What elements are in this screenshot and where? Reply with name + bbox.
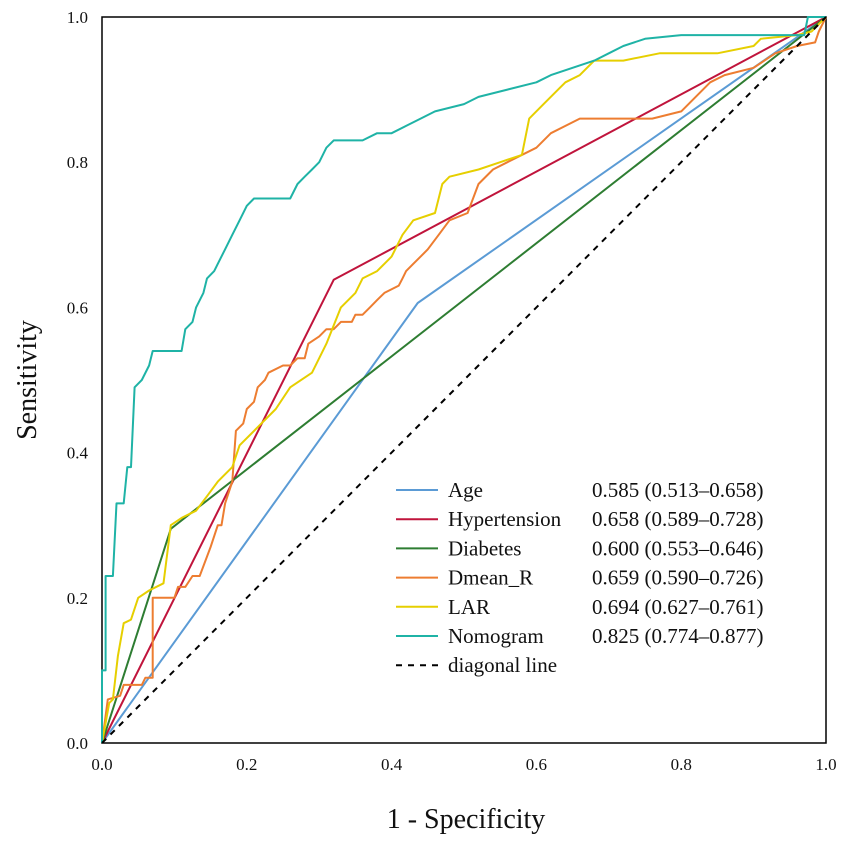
x-tick-label: 1.0 [815, 755, 836, 774]
x-tick-label: 0.2 [236, 755, 257, 774]
x-tick-label: 0.4 [381, 755, 403, 774]
x-tick-label: 0.8 [671, 755, 692, 774]
legend-auc-hypertension: 0.658 (0.589–0.728) [592, 507, 764, 531]
y-axis-title: Sensitivity [12, 320, 43, 440]
x-tick-label: 0.6 [526, 755, 547, 774]
tick-layer: 0.0 0.2 0.4 0.6 0.8 1.0 0.0 0.2 0.4 0.6 0.8 1.0 [67, 8, 837, 774]
legend-label-hypertension: Hypertension [448, 507, 562, 531]
y-tick-label: 0.0 [67, 734, 88, 753]
series-line-dmean-r [101, 16, 827, 744]
legend-auc-lar: 0.694 (0.627–0.761) [592, 595, 764, 619]
y-tick-label: 0.2 [67, 589, 88, 608]
legend: Age 0.585 (0.513–0.658) Hypertension 0.658 … [396, 478, 764, 677]
legend-label-diagonal-line: diagonal line [448, 653, 557, 677]
series-line-age [101, 16, 827, 744]
legend-label-age: Age [448, 478, 483, 502]
series-line-nomogram [101, 16, 826, 743]
legend-auc-age: 0.585 (0.513–0.658) [592, 478, 764, 502]
y-tick-label: 1.0 [67, 8, 88, 27]
y-tick-label: 0.6 [67, 298, 88, 317]
y-tick-label: 0.8 [67, 153, 88, 172]
series-layer [101, 16, 827, 744]
legend-label-diabetes: Diabetes [448, 536, 521, 560]
series-line-hypertension [101, 16, 827, 744]
x-tick-label: 0.0 [91, 755, 112, 774]
series-line-diagonal-line [101, 16, 827, 744]
legend-auc-nomogram: 0.825 (0.774–0.877) [592, 624, 764, 648]
y-tick-label: 0.4 [67, 444, 89, 463]
legend-auc-diabetes: 0.600 (0.553–0.646) [592, 536, 764, 560]
legend-auc-dmean-r: 0.659 (0.590–0.726) [592, 566, 764, 590]
x-axis-title: 1 - Specificity [387, 804, 546, 835]
legend-label-dmean-r: Dmean_R [448, 566, 533, 590]
legend-label-nomogram: Nomogram [448, 624, 544, 648]
legend-label-lar: LAR [448, 595, 490, 619]
